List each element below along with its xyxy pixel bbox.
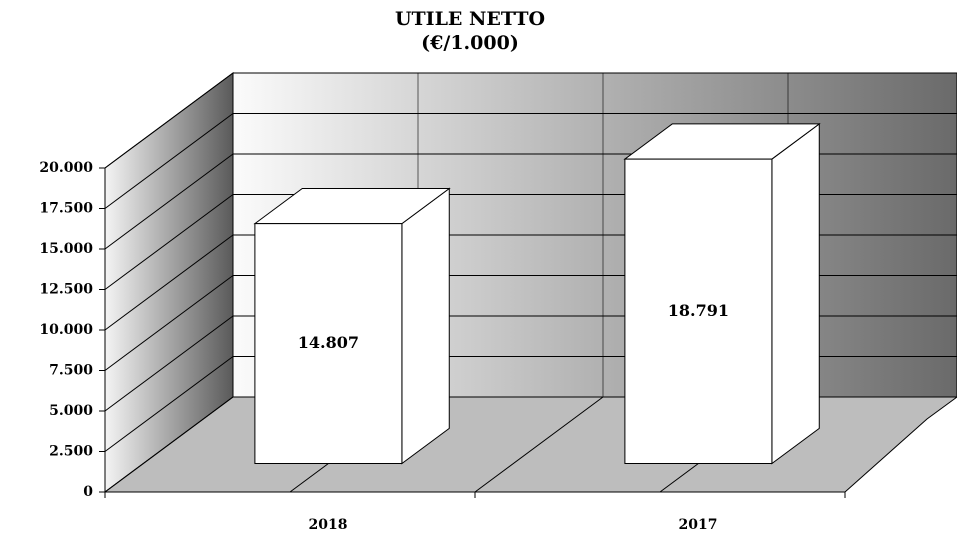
bar-side [771,122,820,465]
value-label: 14.807 [298,333,359,352]
y-tick-label: 7.500 [49,363,93,379]
floor [103,396,957,493]
y-tick-label: 15.000 [39,241,93,257]
y-tick-label: 0 [83,484,93,500]
y-tick-label: 10.000 [39,322,93,338]
value-label: 18.791 [668,301,729,320]
grid-line [104,275,234,371]
grid-line [104,234,234,331]
x-tick-label: 2017 [679,517,718,533]
y-tick-label: 12.500 [39,282,93,298]
y-tick-label: 5.000 [49,403,93,419]
chart-title: UTILE NETTO [395,8,545,30]
grid-line [104,153,234,250]
bar [624,158,773,464]
floor-divider [474,396,604,493]
grid-line [104,315,234,412]
bar-side [401,187,450,465]
bar [254,223,403,464]
y-tick-label: 2.500 [49,444,93,460]
x-tick-label: 2018 [309,517,348,533]
y-tick-label: 17.500 [39,201,93,217]
grid-line [104,396,234,493]
grid-line [104,356,234,452]
y-tick-label: 20.000 [39,160,93,176]
chart-subtitle: (€/1.000) [421,32,519,54]
grid-line [104,194,234,290]
grid-line [104,72,234,169]
grid-line [104,113,234,209]
